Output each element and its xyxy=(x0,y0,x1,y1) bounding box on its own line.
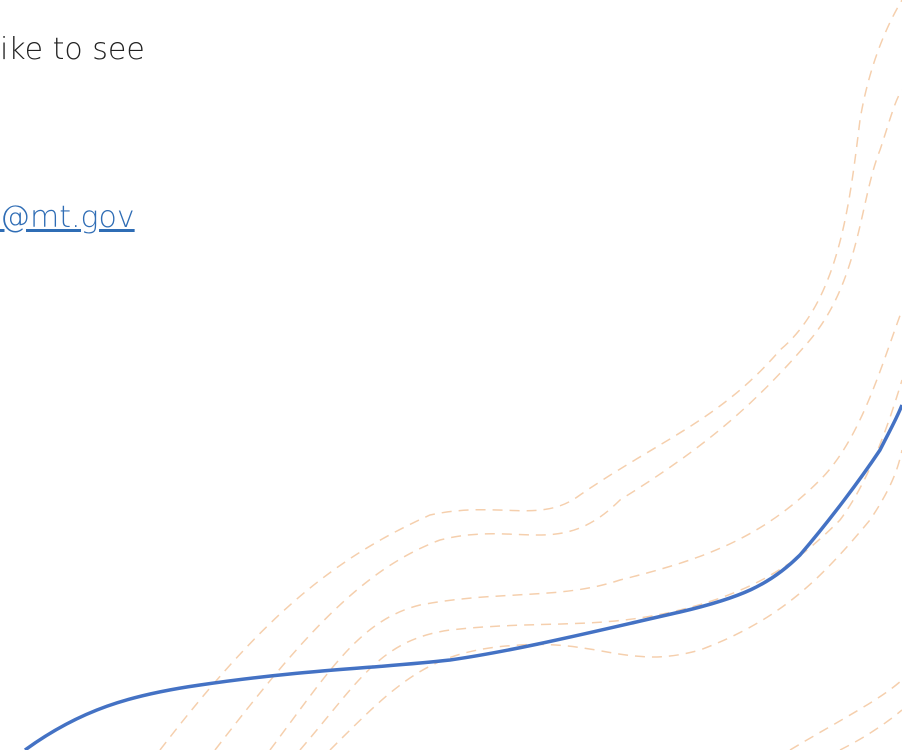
email-link[interactable]: @mt.gov xyxy=(0,200,135,235)
blue-curve xyxy=(23,404,902,750)
text-line: ike to see xyxy=(0,32,145,67)
dashed-curves xyxy=(159,0,902,750)
